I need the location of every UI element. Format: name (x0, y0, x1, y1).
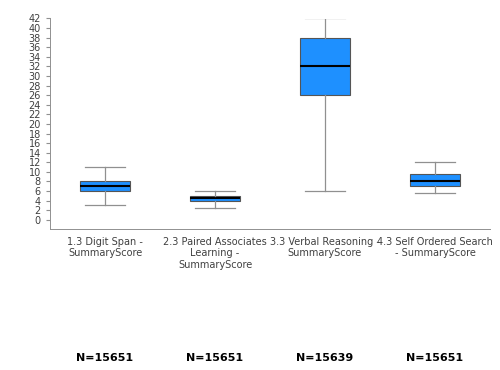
Text: 4.3 Self Ordered Search
- SummaryScore: 4.3 Self Ordered Search - SummaryScore (377, 237, 493, 258)
Text: 1.3 Digit Span -
SummaryScore: 1.3 Digit Span - SummaryScore (67, 237, 143, 258)
FancyBboxPatch shape (410, 174, 460, 186)
Text: 3.3 Verbal Reasoning -
SummaryScore: 3.3 Verbal Reasoning - SummaryScore (270, 237, 380, 258)
FancyBboxPatch shape (300, 38, 350, 95)
Text: N=15651: N=15651 (76, 353, 134, 363)
Text: 2.3 Paired Associates
Learning -
SummaryScore: 2.3 Paired Associates Learning - Summary… (163, 237, 267, 270)
Text: N=15651: N=15651 (186, 353, 244, 363)
FancyBboxPatch shape (190, 196, 240, 201)
Text: N=15651: N=15651 (406, 353, 464, 363)
Text: N=15639: N=15639 (296, 353, 354, 363)
FancyBboxPatch shape (80, 181, 130, 191)
